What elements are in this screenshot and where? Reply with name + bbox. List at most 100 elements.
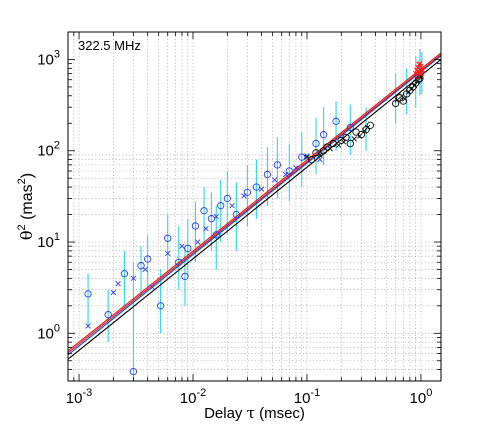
data-point-circle [342, 133, 350, 142]
data-point-x [241, 193, 247, 199]
y-axis-label: θ2 (mas2) [16, 173, 36, 240]
data-point-circle [312, 139, 320, 148]
y-tick-label: 102 [37, 140, 60, 160]
data-point-circle [243, 188, 252, 197]
data-point-circle [285, 167, 293, 175]
data-point-circle [181, 272, 189, 281]
data-point-x [340, 139, 347, 145]
y-tick-label-exp: 2 [54, 140, 60, 152]
data-point-circle [263, 170, 272, 179]
data-point-x [317, 152, 323, 158]
data-point-circle [84, 290, 92, 298]
y-tick-label: 103 [37, 48, 60, 68]
data-point-x [351, 136, 357, 142]
data-point-circle [217, 202, 225, 210]
data-point-circle [120, 270, 129, 278]
data-point-x [394, 97, 400, 103]
data-point-x [282, 171, 289, 178]
x-axis-label: Delay τ (msec) [204, 404, 305, 422]
fit-line [67, 55, 442, 356]
y-axis-label-mid: (mas [19, 184, 36, 224]
y-tick-label-base: 10 [37, 51, 54, 68]
fit-line [67, 52, 442, 352]
data-point-circle [104, 310, 112, 319]
x-tick-label-base: 10 [410, 390, 427, 407]
x-tick-label-base: 10 [294, 390, 311, 407]
axis-ticks [67, 31, 441, 382]
data-point-circle [191, 222, 200, 230]
data-point-x [411, 82, 418, 89]
data-points [84, 60, 426, 376]
data-point-x [213, 213, 219, 220]
x-axis-label-unit: (msec) [255, 405, 305, 422]
data-point-circle [232, 210, 240, 219]
data-point-x [130, 275, 137, 282]
data-point-x [317, 156, 323, 163]
x-tick-label: 100 [410, 387, 433, 407]
y-tick-label-exp: 3 [54, 48, 60, 60]
x-tick-label: 10-2 [180, 387, 206, 407]
data-point-circle [144, 255, 152, 263]
data-point-circle [200, 207, 208, 215]
x-tick-label-exp: 0 [426, 387, 432, 399]
data-point-x [258, 186, 265, 192]
x-tick-label-base: 10 [66, 390, 83, 407]
data-point-x [304, 154, 310, 160]
data-point-x [401, 96, 408, 102]
y-tick-label-exp: 0 [54, 322, 60, 334]
data-point-circle [308, 155, 316, 164]
data-point-circle [184, 244, 192, 253]
data-point-circle [391, 99, 400, 108]
frequency-annotation: 322.5 MHz [78, 38, 141, 53]
y-axis-label-end: ) [19, 173, 36, 178]
data-point-x [149, 284, 156, 290]
data-point-circle [137, 262, 145, 270]
data-point-circle [319, 131, 328, 139]
data-point-circle [332, 117, 340, 125]
fit-line [67, 59, 442, 360]
data-point-x [165, 250, 171, 257]
data-point-x [364, 124, 371, 131]
data-point-x [304, 153, 310, 159]
data-point-x [85, 323, 91, 329]
data-point-circle [273, 161, 282, 169]
x-tick-label: 10-3 [66, 387, 92, 407]
y-axis-label-symbol: θ [17, 230, 36, 240]
y-tick-label-base: 10 [37, 143, 54, 160]
y-axis-label-sup2: 2 [16, 178, 28, 184]
data-point-x [195, 239, 201, 245]
y-tick-label-base: 10 [37, 234, 54, 251]
x-tick-label-exp: -3 [82, 387, 92, 399]
data-point-circle [212, 231, 220, 239]
y-tick-label-exp: 1 [54, 231, 60, 243]
data-point-circle [175, 258, 183, 266]
data-point-x [418, 73, 424, 80]
data-point-circle [298, 153, 306, 161]
x-tick-label-exp: -2 [196, 387, 206, 399]
data-point-x [293, 165, 299, 171]
x-axis-label-prefix: Delay [204, 405, 247, 422]
data-point-x [336, 142, 342, 148]
data-point-circle [346, 139, 354, 148]
x-tick-label: 10-1 [294, 387, 320, 407]
y-axis-label-sup: 2 [16, 224, 28, 230]
data-point-x [356, 133, 363, 139]
data-point-x [142, 266, 148, 273]
data-point-x [115, 280, 121, 287]
x-tick-label-base: 10 [180, 390, 197, 407]
data-point-x [271, 177, 278, 183]
y-tick-label: 101 [37, 231, 60, 251]
data-point-circle [366, 121, 375, 129]
data-point-x [414, 78, 421, 84]
data-point-x [229, 202, 235, 209]
y-tick-label: 100 [37, 322, 60, 342]
data-point-circle [346, 123, 354, 132]
data-point-x [110, 289, 117, 296]
data-point-circle [164, 234, 172, 242]
y-tick-label-base: 10 [37, 325, 54, 342]
data-point-x [419, 70, 425, 77]
